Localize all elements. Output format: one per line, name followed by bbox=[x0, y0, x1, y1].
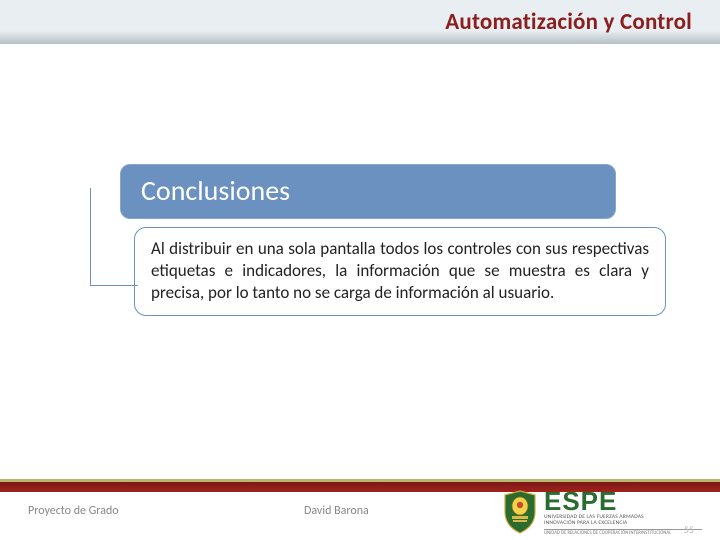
footer-left-text: Proyecto de Grado bbox=[28, 504, 119, 518]
heading-box: Conclusiones bbox=[120, 164, 616, 219]
header-band: Automatización y Control bbox=[0, 0, 720, 44]
heading-label: Conclusiones bbox=[141, 173, 290, 208]
shield-icon bbox=[502, 490, 538, 534]
logo-tag3: UNIDAD DE RELACIONES DE COOPERACIÓN INTE… bbox=[544, 532, 702, 537]
footer-center-text: David Barona bbox=[304, 504, 369, 518]
footer-band: Proyecto de Grado David Barona ESPE UNIV… bbox=[0, 482, 720, 540]
page-title: Automatización y Control bbox=[445, 8, 692, 36]
espe-logo: ESPE UNIVERSIDAD DE LAS FUERZAS ARMADAS … bbox=[502, 488, 708, 536]
logo-text: ESPE UNIVERSIDAD DE LAS FUERZAS ARMADAS … bbox=[544, 488, 702, 537]
logo-brand: ESPE bbox=[544, 488, 702, 514]
content-area: Conclusiones Al distribuir en una sola p… bbox=[68, 164, 658, 316]
logo-tag2: INNOVACIÓN PARA LA EXCELENCIA bbox=[544, 521, 702, 527]
body-box: Al distribuir en una sola pantalla todos… bbox=[134, 227, 666, 316]
connector-line bbox=[90, 188, 138, 286]
slide-number: 55 bbox=[684, 523, 694, 536]
logo-separator bbox=[544, 529, 702, 530]
body-text: Al distribuir en una sola pantalla todos… bbox=[151, 238, 649, 303]
